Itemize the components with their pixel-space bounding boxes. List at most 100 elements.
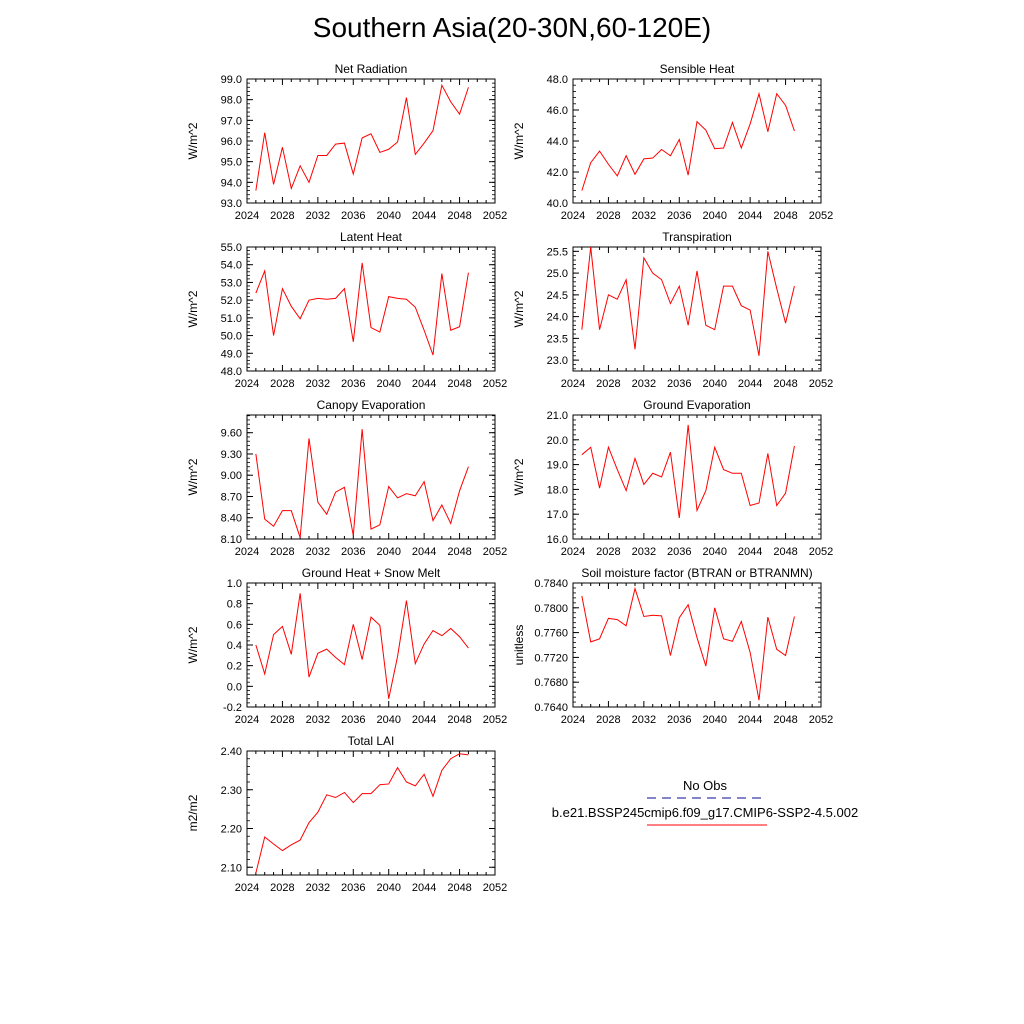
x-tick-label: 2040 xyxy=(702,210,726,222)
x-tick-label: 2028 xyxy=(270,546,294,558)
y-tick-label: 24.5 xyxy=(547,290,568,302)
x-tick-label: 2048 xyxy=(773,378,797,390)
plot-frame xyxy=(572,246,822,372)
legend-model-line xyxy=(647,824,767,826)
chart-panel: Ground Evaporation W/m^2 2024 2028 2032 2036 2… xyxy=(512,398,833,558)
x-tick-label: 2036 xyxy=(341,546,365,558)
y-axis-label: W/m^2 xyxy=(512,458,526,495)
x-tick-label: 2028 xyxy=(596,714,620,726)
y-tick-label: 25.0 xyxy=(547,268,568,280)
series-line xyxy=(255,753,469,874)
y-tick-label: 2.40 xyxy=(221,746,242,758)
x-tick-label: 2032 xyxy=(632,210,656,222)
x-tick-label: 2036 xyxy=(341,882,365,894)
y-axis-label: W/m^2 xyxy=(512,290,526,327)
x-tick-label: 2036 xyxy=(341,714,365,726)
y-axis-label: m2/m2 xyxy=(186,794,200,831)
plot-frame xyxy=(572,414,822,540)
chart-panel: Canopy Evaporation W/m^2 2024 2028 2032 2036 2… xyxy=(186,398,507,558)
x-tick-label: 2052 xyxy=(483,714,507,726)
y-tick-label: 97.0 xyxy=(221,115,242,127)
plot-frame xyxy=(246,78,496,204)
series-line xyxy=(581,246,795,356)
chart-panel: Sensible Heat W/m^2 2024 2028 2032 2036 2040 20… xyxy=(512,62,833,222)
y-tick-label: 16.0 xyxy=(547,534,568,546)
y-tick-label: 21.0 xyxy=(547,410,568,422)
x-tick-label: 2052 xyxy=(483,546,507,558)
y-tick-label: 0.7800 xyxy=(534,603,568,615)
x-tick-label: 2052 xyxy=(809,210,833,222)
x-tick-label: 2048 xyxy=(447,210,471,222)
y-tick-label: 9.00 xyxy=(221,470,242,482)
y-axis-label: unitless xyxy=(512,625,526,666)
x-tick-label: 2024 xyxy=(561,546,585,558)
x-tick-label: 2040 xyxy=(702,714,726,726)
series-line xyxy=(255,262,469,356)
y-tick-label: 25.5 xyxy=(547,246,568,258)
x-tick-label: 2040 xyxy=(702,546,726,558)
y-tick-label: 98.0 xyxy=(221,95,242,107)
plot-frame xyxy=(246,582,496,708)
panel-title: Sensible Heat xyxy=(660,62,735,76)
x-tick-label: 2044 xyxy=(738,210,762,222)
x-tick-label: 2048 xyxy=(773,714,797,726)
x-tick-label: 2044 xyxy=(412,882,436,894)
x-tick-label: 2044 xyxy=(412,714,436,726)
x-tick-label: 2052 xyxy=(809,378,833,390)
x-tick-label: 2028 xyxy=(596,378,620,390)
x-tick-label: 2032 xyxy=(632,546,656,558)
y-tick-label: 9.60 xyxy=(221,428,242,440)
y-tick-label: 8.40 xyxy=(221,513,242,525)
legend-model-label: b.e21.BSSP245cmip6.f09_g17.CMIP6-SSP2-4.… xyxy=(551,805,859,820)
y-tick-label: 99.0 xyxy=(221,74,242,86)
panel-title: Ground Evaporation xyxy=(643,398,750,412)
y-tick-label: 96.0 xyxy=(221,136,242,148)
y-tick-label: 18.0 xyxy=(547,484,568,496)
series-line xyxy=(581,424,795,518)
x-tick-label: 2024 xyxy=(561,378,585,390)
plot-frame xyxy=(246,414,496,540)
plot-frame xyxy=(572,582,822,708)
x-tick-label: 2048 xyxy=(447,882,471,894)
x-tick-label: 2024 xyxy=(235,210,259,222)
panel-title: Canopy Evaporation xyxy=(317,398,426,412)
y-tick-label: 24.0 xyxy=(547,312,568,324)
chart-panel: Total LAI m2/m2 2024 2028 2032 2036 2040 2044 20… xyxy=(186,734,507,894)
y-tick-label: 42.0 xyxy=(547,167,568,179)
y-tick-label: 44.0 xyxy=(547,136,568,148)
x-tick-label: 2040 xyxy=(376,882,400,894)
x-tick-label: 2048 xyxy=(773,210,797,222)
page-title: Southern Asia(20-30N,60-120E) xyxy=(312,12,712,43)
x-tick-label: 2028 xyxy=(270,882,294,894)
y-tick-label: 46.0 xyxy=(547,105,568,117)
chart-panel: Soil moisture factor (BTRAN or BTRANMN) u… xyxy=(512,566,833,726)
x-tick-label: 2024 xyxy=(561,210,585,222)
y-tick-label: 55.0 xyxy=(221,242,242,254)
y-tick-label: 95.0 xyxy=(221,157,242,169)
y-tick-label: 20.0 xyxy=(547,435,568,447)
x-tick-label: 2032 xyxy=(306,714,330,726)
panel-title: Latent Heat xyxy=(340,230,403,244)
x-tick-label: 2032 xyxy=(306,210,330,222)
x-tick-label: 2040 xyxy=(702,378,726,390)
series-line xyxy=(255,83,469,191)
x-tick-label: 2036 xyxy=(667,714,691,726)
x-tick-label: 2044 xyxy=(412,378,436,390)
y-tick-label: -0.2 xyxy=(223,702,242,714)
y-tick-label: 23.5 xyxy=(547,333,568,345)
legend-obs-label: No Obs xyxy=(682,778,728,793)
x-tick-label: 2040 xyxy=(376,210,400,222)
x-tick-label: 2028 xyxy=(596,210,620,222)
y-tick-label: 8.70 xyxy=(221,491,242,503)
y-tick-label: 50.0 xyxy=(221,331,242,343)
y-tick-label: 1.0 xyxy=(227,578,242,590)
x-tick-label: 2028 xyxy=(270,210,294,222)
x-tick-label: 2036 xyxy=(341,210,365,222)
x-tick-label: 2040 xyxy=(376,546,400,558)
y-tick-label: 9.30 xyxy=(221,449,242,461)
x-tick-label: 2024 xyxy=(235,882,259,894)
x-tick-label: 2032 xyxy=(306,882,330,894)
y-tick-label: 0.6 xyxy=(227,619,242,631)
y-tick-label: 0.7760 xyxy=(534,628,568,640)
y-axis-label: W/m^2 xyxy=(186,122,200,159)
